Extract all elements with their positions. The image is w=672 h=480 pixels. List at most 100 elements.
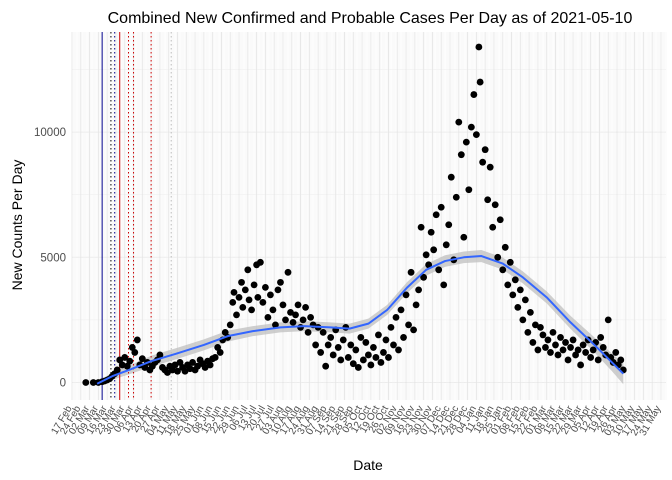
data-point <box>352 346 360 354</box>
data-point <box>382 336 390 344</box>
data-point <box>460 233 468 241</box>
data-point <box>334 344 342 351</box>
data-point <box>549 329 557 336</box>
data-point <box>392 313 400 321</box>
data-point <box>539 331 547 339</box>
data-point <box>89 379 97 386</box>
data-point <box>400 334 407 341</box>
data-point <box>472 131 480 139</box>
data-point <box>292 311 299 319</box>
smooth-line <box>96 255 625 385</box>
data-point <box>481 146 489 154</box>
data-point <box>427 228 435 236</box>
data-point <box>501 243 509 251</box>
data-point <box>221 329 229 336</box>
data-point <box>604 316 612 324</box>
data-point <box>82 379 90 386</box>
data-point <box>405 321 412 329</box>
data-point <box>425 261 433 269</box>
data-point <box>467 123 475 131</box>
data-point <box>435 266 443 274</box>
data-point <box>440 281 448 289</box>
data-point <box>524 329 532 336</box>
data-point <box>324 341 332 349</box>
data-point <box>447 173 455 181</box>
data-point <box>494 253 502 261</box>
data-point <box>131 349 139 356</box>
chart-title: Combined New Confirmed and Probable Case… <box>108 10 633 27</box>
data-point <box>274 286 282 294</box>
data-point <box>407 268 415 276</box>
data-point <box>547 349 554 356</box>
data-point <box>484 196 492 204</box>
data-point <box>574 346 582 354</box>
data-point <box>250 281 258 289</box>
data-point <box>375 331 382 339</box>
data-point <box>395 346 402 354</box>
data-point <box>430 246 438 254</box>
data-point <box>489 223 497 231</box>
data-point <box>452 193 460 201</box>
data-point <box>317 349 325 356</box>
data-point <box>299 316 307 324</box>
data-point <box>552 341 559 349</box>
data-point <box>496 216 504 224</box>
data-point <box>126 357 134 365</box>
data-point <box>385 354 392 361</box>
data-point <box>617 356 625 364</box>
data-point <box>415 286 423 294</box>
data-point <box>133 336 141 344</box>
data-point <box>587 354 595 361</box>
data-point <box>164 369 171 376</box>
data-point <box>206 361 214 369</box>
data-point <box>504 281 512 289</box>
data-point <box>589 346 597 354</box>
data-point <box>397 306 405 314</box>
data-point <box>256 258 264 266</box>
data-point <box>442 241 450 249</box>
data-point <box>412 301 420 309</box>
data-point <box>465 186 473 194</box>
data-point <box>194 362 201 370</box>
data-point <box>475 43 483 51</box>
data-point <box>264 313 272 321</box>
data-point <box>230 288 238 296</box>
data-point <box>339 336 347 344</box>
data-point <box>344 354 352 361</box>
data-point <box>347 341 355 349</box>
data-point <box>387 324 395 331</box>
data-point <box>201 364 209 371</box>
grid <box>71 32 667 400</box>
data-point <box>529 339 537 346</box>
data-point <box>327 334 335 341</box>
data-point <box>577 361 585 369</box>
data-point <box>362 339 370 346</box>
data-point <box>272 321 279 329</box>
data-point <box>279 301 287 309</box>
data-point <box>277 278 284 286</box>
data-point <box>519 316 527 324</box>
data-point <box>171 361 179 369</box>
data-point <box>261 283 269 291</box>
data-point <box>420 273 428 281</box>
data-point <box>359 356 367 364</box>
data-point <box>181 367 189 375</box>
data-point <box>367 361 375 369</box>
y-axis-title: New Counts Per Day <box>9 160 25 291</box>
data-point <box>499 266 507 274</box>
data-point <box>417 223 425 231</box>
data-point <box>189 359 196 366</box>
data-point <box>612 349 620 356</box>
smooth-trend-line <box>96 255 625 385</box>
data-point <box>537 324 544 331</box>
data-point <box>470 91 478 98</box>
data-point <box>337 356 345 364</box>
data-point <box>259 298 267 306</box>
data-point <box>569 336 577 344</box>
data-point <box>554 351 562 359</box>
data-point <box>304 329 312 336</box>
data-point <box>322 362 330 370</box>
data-point <box>564 356 572 364</box>
y-tick-label: 10000 <box>34 127 66 139</box>
